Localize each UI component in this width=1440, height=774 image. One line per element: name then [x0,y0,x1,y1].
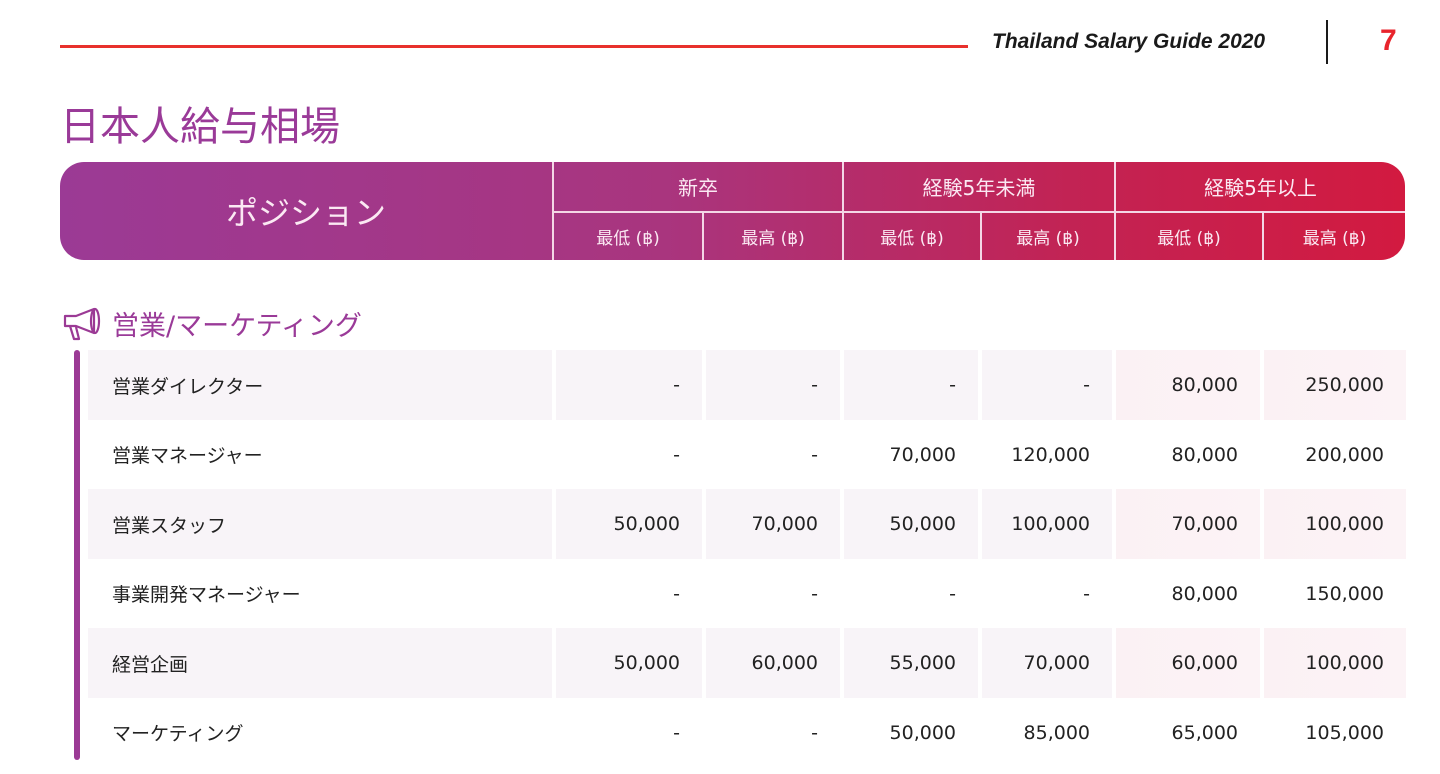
salary-cell: - [982,350,1112,420]
divider [1262,211,1264,260]
group-header: 経験5年以上 [1204,176,1317,200]
salary-cell: 100,000 [1264,628,1406,698]
salary-cell: - [811,721,818,744]
salary-cell: - [811,582,818,605]
salary-cell: 80,000 [1171,443,1238,466]
salary-cell: - [673,582,680,605]
divider [980,211,982,260]
salary-cell: 60,000 [706,628,840,698]
page-title: 日本人給与相場 [60,104,340,150]
salary-cell: - [556,350,702,420]
header-divider [1326,20,1328,64]
divider [552,211,1405,213]
salary-cell: 85,000 [1023,721,1090,744]
salary-cell: 60,000 [1116,628,1260,698]
salary-cell: 120,000 [1011,443,1090,466]
section-label: 営業/マーケティング [112,311,362,342]
position-header: ポジション [225,194,386,232]
salary-cell: 80,000 [1116,350,1260,420]
salary-cell: 105,000 [1305,721,1384,744]
table-row: マーケティング - - 50,000 85,000 65,000 105,000 [88,698,1406,768]
subheader: 最高 (฿) [1016,229,1080,249]
subheader: 最高 (฿) [1302,229,1367,249]
position-name: 営業スタッフ [88,489,552,559]
salary-cell: - [673,721,680,744]
salary-cell: - [844,350,978,420]
salary-cell: 70,000 [889,443,956,466]
position-name: マーケティング [112,723,244,745]
position-name: 経営企画 [88,628,552,698]
salary-cell: 200,000 [1305,443,1384,466]
salary-cell: - [1083,582,1090,605]
position-name: 営業ダイレクター [88,350,552,420]
group-header: 新卒 [678,176,718,200]
header-rule [60,45,968,48]
subheader: 最高 (฿) [741,229,805,249]
salary-cell: 100,000 [1264,489,1406,559]
group-header: 経験5年未満 [922,176,1036,200]
salary-cell: 70,000 [1116,489,1260,559]
salary-cell: - [673,443,680,466]
salary-cell: 65,000 [1171,721,1238,744]
salary-cell: 80,000 [1171,582,1238,605]
salary-cell: 50,000 [556,628,702,698]
position-name: 営業マネージャー [112,445,263,467]
table-row: 営業ダイレクター - - - -80,000 250,000 [88,350,1406,420]
position-name: 事業開発マネージャー [112,584,301,606]
salary-cell: 55,000 [844,628,978,698]
salary-cell: 250,000 [1264,350,1406,420]
section-bar [74,350,80,760]
subheader: 最低 (฿) [596,229,660,249]
salary-cell: 150,000 [1305,582,1384,605]
table-row: 営業マネージャー - - 70,000 120,000 80,000 200,000 [88,420,1406,490]
section-heading: 営業/マーケティング [62,304,362,343]
table-row: 営業スタッフ 50,000 70,000 50,000 100,000 70,000 100… [88,489,1406,559]
salary-cell: 50,000 [844,489,978,559]
subheader: 最低 (฿) [880,229,944,249]
salary-cell: 70,000 [982,628,1112,698]
table-header: ポジション 新卒 経験5年未満 経験5年以上 最低 (฿) 最高 (฿) 最低 … [60,162,1405,260]
table-row: 事業開発マネージャー - - - - 80,000 150,000 [88,559,1406,629]
salary-cell: - [706,350,840,420]
salary-cell: 50,000 [889,721,956,744]
megaphone-icon [62,306,104,342]
divider [702,211,704,260]
salary-cell: 70,000 [706,489,840,559]
salary-cell: 50,000 [556,489,702,559]
page-number: 7 [1380,24,1397,57]
salary-cell: - [811,443,818,466]
guide-title: Thailand Salary Guide 2020 [992,30,1266,53]
subheader: 最低 (฿) [1157,229,1221,249]
table-row: 経営企画 50,000 60,000 55,000 70,000 60,000 100,00… [88,628,1406,698]
salary-cell: - [949,582,956,605]
salary-cell: 100,000 [982,489,1112,559]
